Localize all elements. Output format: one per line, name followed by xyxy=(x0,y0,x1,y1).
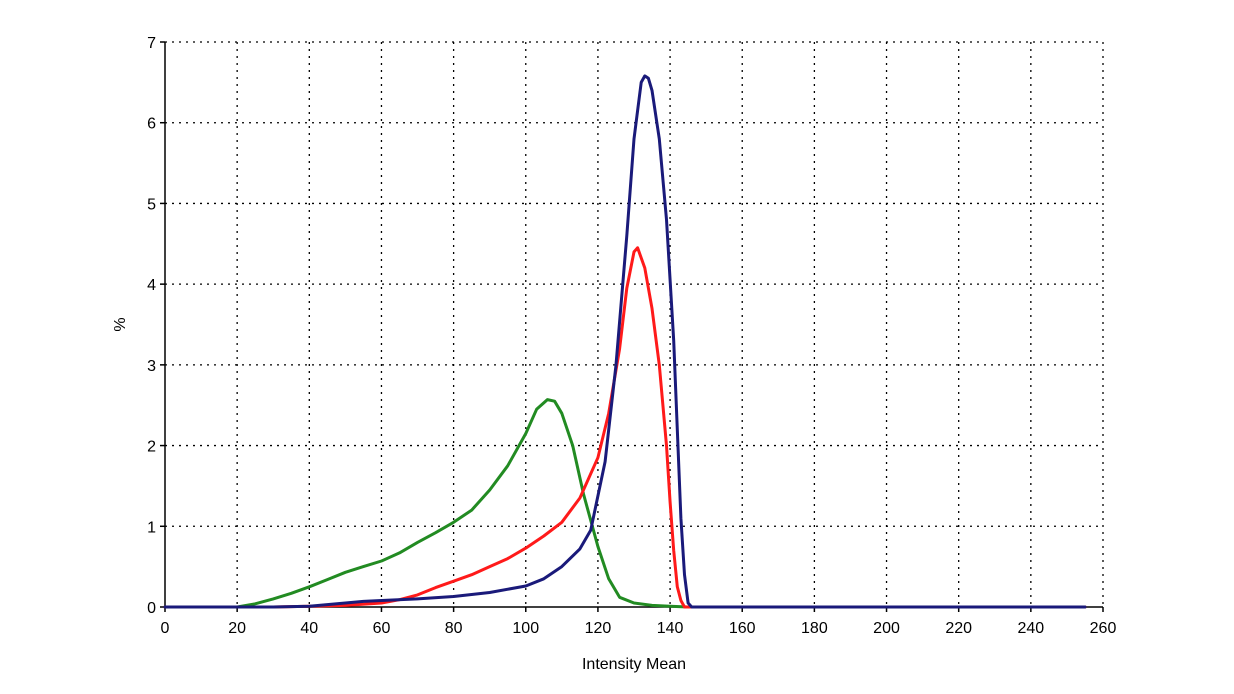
y-tick-label: 5 xyxy=(147,196,156,213)
y-tick-label: 7 xyxy=(147,35,156,52)
x-tick-label: 220 xyxy=(945,620,972,637)
x-tick-label: 0 xyxy=(161,620,170,637)
y-tick-label: 0 xyxy=(147,600,156,617)
labels: Intensity Mean % xyxy=(112,317,686,673)
series-group xyxy=(163,74,1087,609)
y-tick-label: 3 xyxy=(147,358,156,375)
x-tick-label: 20 xyxy=(228,620,246,637)
x-tick-label: 40 xyxy=(300,620,318,637)
series-line-2 xyxy=(163,246,1087,609)
x-tick-label: 240 xyxy=(1017,620,1044,637)
y-tick-label: 1 xyxy=(147,519,156,536)
series-line-3 xyxy=(163,74,1087,609)
y-tick-label: 6 xyxy=(147,116,156,133)
y-tick-label: 4 xyxy=(147,277,156,294)
x-tick-label: 80 xyxy=(445,620,463,637)
y-axis-label: % xyxy=(112,317,129,331)
x-tick-label: 100 xyxy=(512,620,539,637)
axes: 0 20 40 60 80 100 120 140 160 180 200 220 240 260 0 1 2 3… xyxy=(147,35,1116,637)
x-tick-label: 140 xyxy=(657,620,684,637)
x-tick-label: 200 xyxy=(873,620,900,637)
grid xyxy=(165,41,1104,607)
series-line-1 xyxy=(163,398,1087,609)
x-axis-label: Intensity Mean xyxy=(582,656,686,673)
x-tick-label: 180 xyxy=(801,620,828,637)
x-tick-label: 160 xyxy=(729,620,756,637)
x-tick-label: 260 xyxy=(1090,620,1117,637)
x-tick-label: 60 xyxy=(373,620,391,637)
x-tick-label: 120 xyxy=(585,620,612,637)
y-tick-label: 2 xyxy=(147,439,156,456)
